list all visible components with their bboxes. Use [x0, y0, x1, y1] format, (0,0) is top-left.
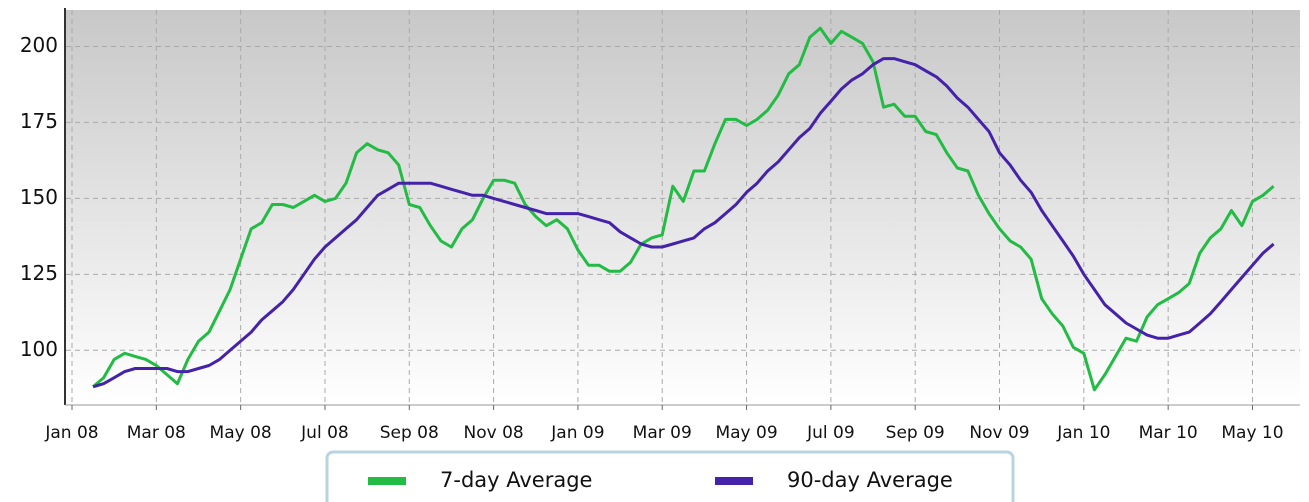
x-tick-label: Jul 08 — [300, 423, 349, 443]
legend-swatch — [368, 477, 406, 485]
x-tick-label: Mar 08 — [127, 423, 186, 443]
x-tick-label: Sep 09 — [886, 423, 945, 443]
x-tick-label: May 08 — [210, 423, 272, 443]
y-tick-label: 200 — [20, 33, 58, 57]
x-tick-label: May 09 — [715, 423, 777, 443]
x-tick-label: Jan 08 — [44, 423, 98, 443]
x-tick-label: Sep 08 — [380, 423, 439, 443]
legend — [325, 450, 1015, 502]
x-tick-label: May 10 — [1221, 423, 1283, 443]
y-tick-label: 125 — [20, 261, 58, 285]
series-line — [92, 26, 1275, 392]
y-tick-label: 175 — [20, 109, 58, 133]
x-tick-label: Nov 09 — [969, 423, 1029, 443]
plot-area — [65, 10, 1300, 405]
y-tick-label: 100 — [20, 337, 58, 361]
x-tick-label: Jan 09 — [550, 423, 604, 443]
legend-swatch — [715, 477, 753, 485]
x-tick-label: Jul 09 — [806, 423, 855, 443]
legend-label: 7-day Average — [440, 468, 592, 492]
x-tick-label: Mar 10 — [1139, 423, 1198, 443]
y-tick-label: 150 — [20, 185, 58, 209]
x-tick-label: Jan 10 — [1056, 423, 1110, 443]
legend-label: 90-day Average — [787, 468, 953, 492]
x-tick-label: Nov 08 — [463, 423, 523, 443]
series-line — [92, 57, 1275, 389]
x-tick-label: Mar 09 — [633, 423, 692, 443]
